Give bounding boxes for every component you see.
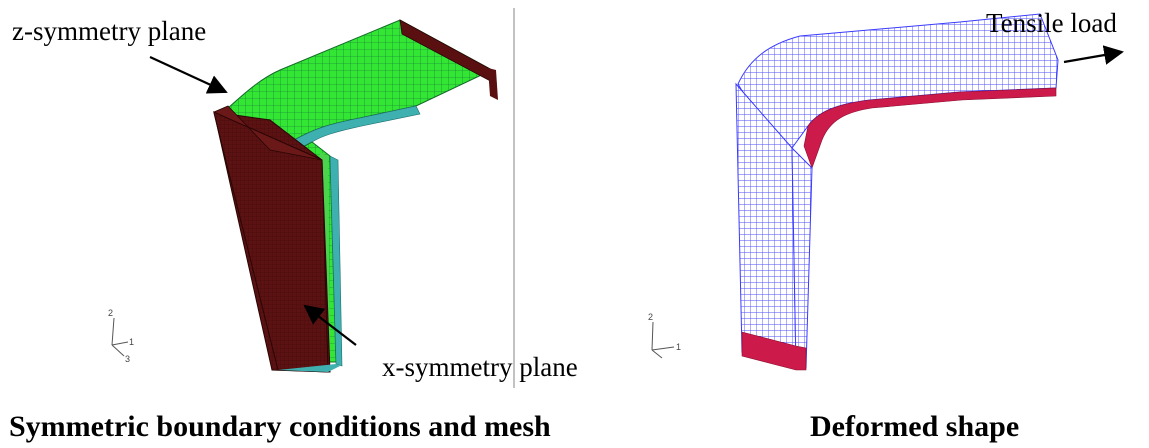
x-symmetry-arrow	[303, 304, 357, 346]
deformed-bottom-band	[741, 331, 807, 371]
deformed-underside	[803, 87, 1057, 169]
bend-edge-cyan	[269, 105, 421, 161]
left-axis-triad	[111, 317, 129, 357]
left-caption: Symmetric boundary conditions and mesh	[9, 410, 551, 443]
left-model	[213, 19, 498, 373]
tensile-load-label: Tensile load	[986, 8, 1117, 38]
deformed-web-side	[791, 146, 813, 369]
right-axis-label-2: 2	[648, 312, 653, 322]
z-symmetry-arrow	[149, 56, 228, 94]
tensile-load-arrow	[1063, 45, 1124, 65]
right-caption: Deformed shape	[810, 410, 1020, 443]
x-symmetry-label: x-symmetry plane	[382, 352, 578, 382]
left-axis-label-3: 3	[125, 354, 130, 364]
right-axis-triad	[651, 321, 675, 359]
left-axis-label-1: 1	[129, 337, 134, 347]
right-axis-label-1: 1	[676, 342, 681, 352]
left-axis-label-2: 2	[108, 308, 113, 318]
z-symmetry-label: z-symmetry plane	[12, 16, 207, 46]
right-model	[735, 13, 1059, 371]
